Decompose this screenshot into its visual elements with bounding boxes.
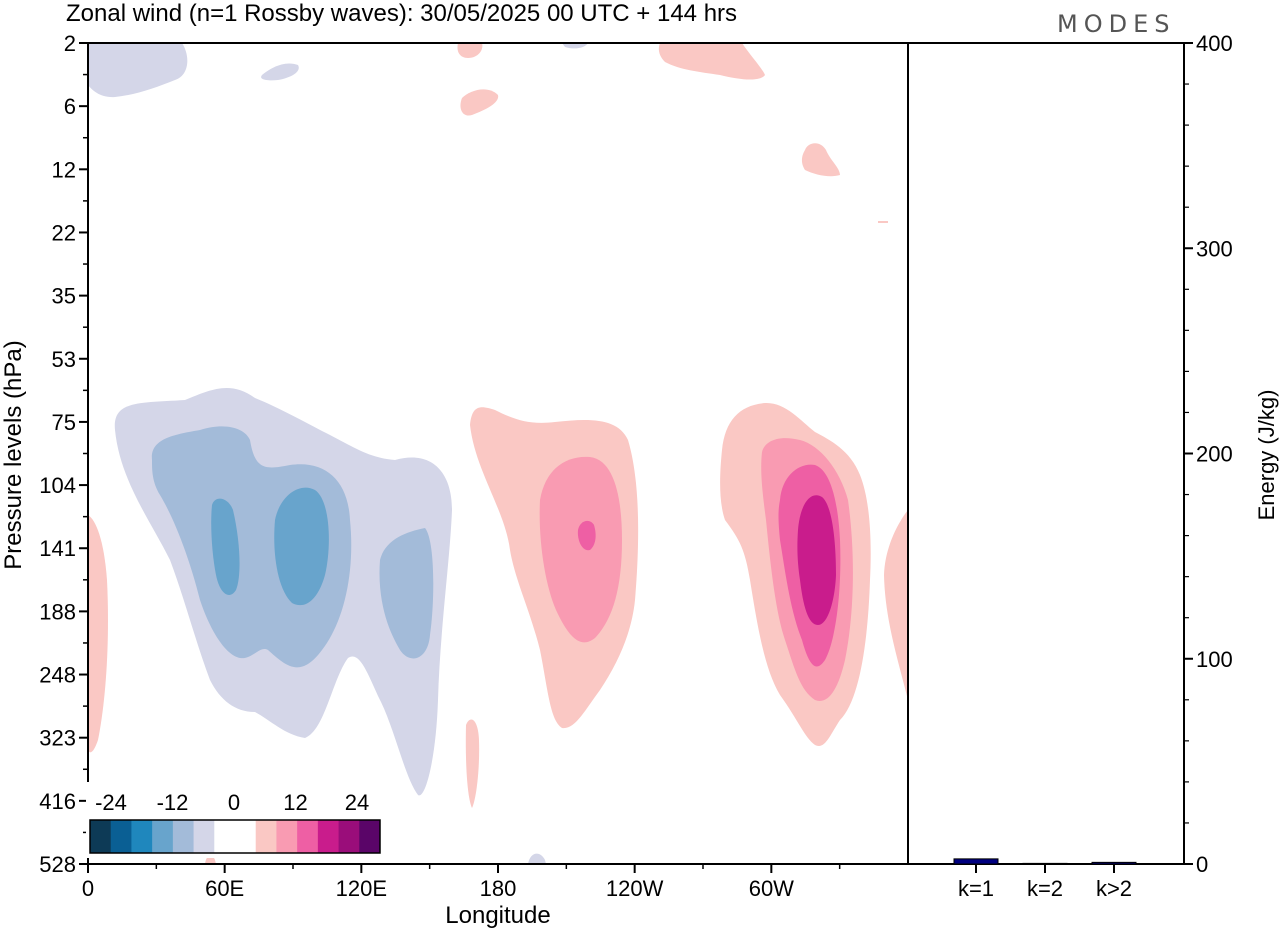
colorbar-swatch — [297, 820, 319, 853]
negative-core-west — [211, 498, 240, 595]
colorbar-swatch — [193, 820, 215, 853]
colorbar-swatch — [131, 820, 153, 853]
y-tick-label: 75 — [52, 410, 76, 435]
colorbar-swatch — [90, 820, 112, 853]
x-axis-longitude: 0 60E 120E 180 120W 60W — [82, 864, 841, 901]
energy-tick-label: 100 — [1196, 647, 1233, 672]
colorbar-swatch — [214, 820, 236, 853]
negative-contour-mid-east — [379, 528, 434, 659]
x-tick-label: 60E — [205, 876, 244, 901]
colorbar-swatch — [235, 820, 257, 853]
colorbar-swatch — [255, 820, 277, 853]
y-tick-label: 35 — [52, 284, 76, 309]
x-tick-label: 120W — [606, 876, 664, 901]
negative-core-central — [274, 487, 329, 606]
positive1-contour-mid — [539, 456, 622, 643]
negative-blob-strat-2 — [261, 63, 299, 81]
y-tick-label: 141 — [39, 536, 76, 561]
colorbar-frame — [89, 819, 381, 854]
positive-blob-strat-e — [878, 221, 888, 223]
y-tick-label: 22 — [52, 220, 76, 245]
positive-blob-strat-c — [460, 89, 499, 116]
negative-blob-bottom — [528, 853, 546, 864]
y-tick-label: 188 — [39, 599, 76, 624]
bar-category-label: k>2 — [1096, 876, 1132, 901]
y-tick-label: 12 — [52, 157, 76, 182]
negative-blob-strat-1 — [88, 43, 188, 98]
colorbar-tick-label: -24 — [95, 790, 127, 815]
y-tick-label: 6 — [64, 94, 76, 119]
positive-blob-west-edge — [88, 515, 108, 753]
colorbar-swatch — [317, 820, 340, 853]
positive-blob-strat-d — [801, 143, 840, 177]
y-tick-label: 2 — [64, 31, 76, 56]
colorbar-tick-label: -12 — [157, 790, 189, 815]
chart-title: Zonal wind (n=1 Rossby waves): 30/05/202… — [66, 0, 737, 27]
positive-blob-east-edge — [884, 510, 908, 700]
x-tick-label: 60W — [749, 876, 794, 901]
y-tick-label: 104 — [39, 473, 76, 498]
positive-blob-strat-a — [658, 43, 765, 80]
y-axis-label: Pressure levels (hPa) — [0, 340, 27, 569]
colorbar-swatch — [152, 820, 174, 853]
y-axis-energy: 0 100 200 300 400 — [1184, 31, 1233, 877]
colorbar-swatch — [359, 820, 381, 853]
energy-bar — [1091, 861, 1137, 865]
energy-axis-label: Energy (J/kg) — [1254, 390, 1279, 521]
colorbar: -24 -12 0 12 24 — [86, 782, 384, 858]
colorbar-swatch — [338, 820, 360, 853]
y-tick-label: 528 — [39, 852, 76, 877]
positive-blob-lower — [465, 719, 480, 808]
x-tick-label: 180 — [480, 876, 517, 901]
energy-bar — [953, 858, 999, 865]
x-axis-label: Longitude — [445, 902, 550, 929]
y-axis-pressure: 2 6 12 22 35 53 75 104 141 188 248 323 416 528 — [39, 31, 88, 877]
x-tick-label: 120E — [336, 876, 387, 901]
colorbar-tick-label: 12 — [283, 790, 307, 815]
energy-tick-label: 400 — [1196, 31, 1233, 56]
colorbar-tick-label: 24 — [345, 790, 369, 815]
contour-field — [88, 43, 908, 864]
positive2-core — [797, 495, 836, 625]
colorbar-tick-label: 0 — [228, 790, 240, 815]
colorbar-swatch — [110, 820, 132, 853]
x-tick-label: 0 — [82, 876, 94, 901]
energy-tick-label: 0 — [1196, 852, 1208, 877]
colorbar-swatch — [172, 820, 195, 853]
positive-blob-strat-b — [457, 43, 483, 58]
y-tick-label: 416 — [39, 789, 76, 814]
energy-tick-label: 200 — [1196, 442, 1233, 467]
positive1-core — [577, 520, 596, 551]
y-tick-label: 323 — [39, 726, 76, 751]
negative-blob-strat-3 — [562, 43, 588, 49]
energy-tick-label: 300 — [1196, 236, 1233, 261]
negative-contour-mid — [151, 426, 352, 668]
bar-category-label: k=2 — [1027, 876, 1063, 901]
brand-logo: MODES — [1057, 10, 1175, 38]
energy-bars: k=1 k=2 k>2 — [953, 858, 1137, 901]
bar-category-label: k=1 — [958, 876, 994, 901]
y-tick-label: 248 — [39, 663, 76, 688]
colorbar-swatch — [276, 820, 298, 853]
y-tick-label: 53 — [52, 347, 76, 372]
